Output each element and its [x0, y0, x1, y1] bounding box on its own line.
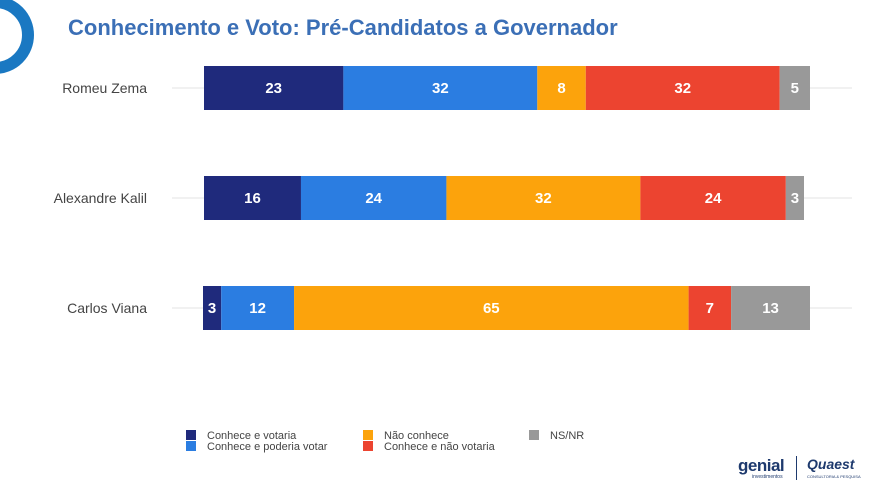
- data-label: 8: [557, 80, 565, 97]
- bar-segment-nao-conhece: [446, 176, 641, 220]
- bar-segment-nao-conhece: [537, 66, 586, 110]
- category-label-carlos-viana: Carlos Viana: [67, 300, 147, 316]
- bar-segment-conhece-e-poderia-votar: [221, 286, 295, 330]
- bar-segment-ns-nr: [779, 66, 810, 110]
- bar-segment-conhece-e-votaria: [203, 286, 222, 330]
- quaest-logo: Quaest: [807, 456, 855, 472]
- legend-swatch: [186, 441, 196, 451]
- bar-segment-ns-nr: [731, 286, 810, 330]
- data-label: 5: [791, 80, 799, 97]
- bar-segment-ns-nr: [785, 176, 804, 220]
- legend-item-ns-nr: NS/NR: [529, 430, 584, 442]
- bar-segment-conhece-e-nao-votaria: [585, 66, 780, 110]
- data-label: 24: [705, 190, 722, 207]
- data-label: 24: [365, 190, 382, 207]
- quaest-logo-subtitle: CONSULTORIA & PESQUISA: [807, 474, 861, 479]
- legend-label: Conhece e votaria: [207, 430, 297, 442]
- data-label: 3: [208, 300, 216, 317]
- category-label-alexandre-kalil: Alexandre Kalil: [54, 190, 147, 206]
- legend-swatch: [363, 430, 373, 440]
- legend-item-conhece-votaria: Conhece e votaria: [186, 430, 296, 442]
- legend-label: Não conhece: [384, 430, 449, 442]
- data-label: 32: [432, 80, 449, 97]
- bar-segment-conhece-e-nao-votaria: [688, 286, 732, 330]
- genial-logo-subtitle: investimentos: [752, 474, 783, 480]
- legend-item-nao-conhece: Não conhece: [363, 430, 449, 442]
- legend-label: Conhece e poderia votar: [207, 441, 328, 453]
- legend-item-conhece-poderia-votar: Conhece e poderia votar: [186, 441, 327, 453]
- data-label: 12: [249, 300, 266, 317]
- category-label-romeu-zema: Romeu Zema: [62, 80, 147, 96]
- chart-title: Conhecimento e Voto: Pré-Candidatos a Go…: [68, 15, 618, 40]
- brand-divider: [796, 456, 797, 480]
- data-label: 23: [265, 80, 282, 97]
- legend-label: NS/NR: [550, 430, 585, 442]
- bar-segment-conhece-e-poderia-votar: [300, 176, 447, 220]
- data-label: 16: [244, 190, 261, 207]
- bar-segment-conhece-e-votaria: [204, 66, 344, 110]
- genial-logo: genial: [738, 456, 785, 475]
- data-label: 65: [483, 300, 500, 317]
- legend-swatch: [186, 430, 196, 440]
- data-label: 13: [762, 300, 779, 317]
- data-label: 3: [791, 190, 799, 207]
- data-label: 32: [674, 80, 691, 97]
- data-label: 7: [706, 300, 714, 317]
- bar-segment-conhece-e-nao-votaria: [640, 176, 786, 220]
- bar-segment-conhece-e-poderia-votar: [343, 66, 538, 110]
- legend-label: Conhece e não votaria: [384, 441, 495, 453]
- bar-segment-nao-conhece: [294, 286, 689, 330]
- legend-item-conhece-nao-votaria: Conhece e não votaria: [363, 441, 495, 453]
- data-label: 32: [535, 190, 552, 207]
- legend-swatch: [363, 441, 373, 451]
- legend-swatch: [529, 430, 539, 440]
- bar-segment-conhece-e-votaria: [204, 176, 301, 220]
